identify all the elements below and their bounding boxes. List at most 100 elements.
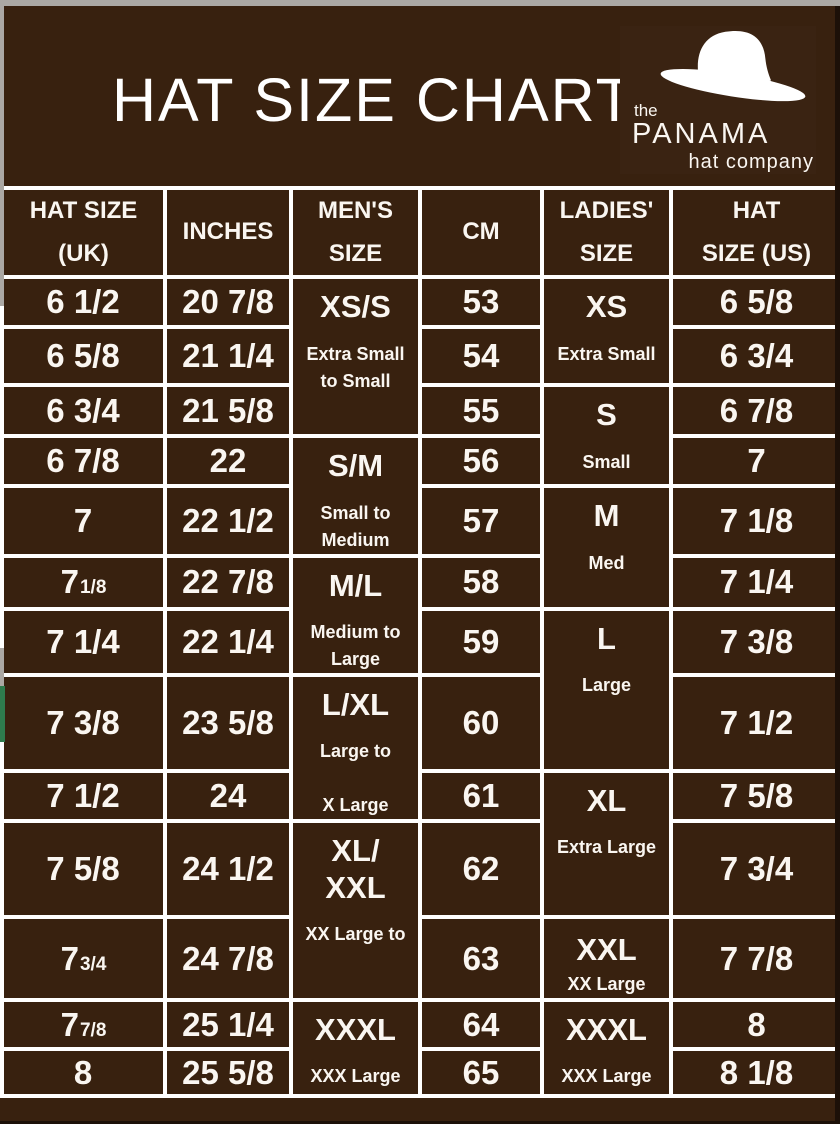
- column-header-uk: HAT SIZE (UK): [0, 185, 167, 280]
- uk-size-cell: 6 1/2: [0, 275, 167, 330]
- cm-cell: 64: [418, 998, 544, 1052]
- mens-size-group-cell: M/L Medium to Large: [289, 553, 422, 677]
- cm-cell: 58: [418, 553, 544, 611]
- ladies-size-group-cell: XL Extra Large: [540, 768, 673, 920]
- inches-cell: 22: [163, 434, 293, 489]
- table-row: 6 5/8 21 1/4 54 6 3/4: [0, 325, 840, 388]
- uk-size-cell: 7 1/4: [0, 606, 167, 677]
- inches-cell: 24 1/2: [163, 819, 293, 919]
- uk-size-cell: 7 3/8: [0, 672, 167, 773]
- column-header-inches: INCHES: [163, 185, 293, 280]
- uk-size-cell: 77/8: [0, 998, 167, 1052]
- mens-size-group-cell: XL/ XXL XX Large to: [289, 818, 422, 1003]
- ladies-size-group-cell: M Med: [540, 484, 673, 611]
- column-header-cm: CM: [418, 185, 544, 280]
- table-row: 7 3/8 23 5/8 L/XL Large to X Large 60 7 1…: [0, 672, 840, 824]
- cm-cell: 61: [418, 768, 544, 824]
- table-row: 6 3/4 21 5/8 55 S Small 6 7/8: [0, 383, 840, 489]
- us-size-cell: 7 3/8: [669, 606, 840, 677]
- ladies-size-group-cell: XXL XX Large: [540, 914, 673, 1003]
- inches-cell: 21 5/8: [163, 383, 293, 439]
- us-size-cell: 7 1/4: [669, 553, 840, 611]
- right-edge-strip: [835, 6, 840, 1124]
- uk-size-cell: 6 3/4: [0, 383, 167, 439]
- ladies-size-group-cell: XS Extra Small: [540, 275, 673, 388]
- table-row: 7 22 1/2 57 M Med 7 1/8: [0, 484, 840, 611]
- ladies-size-group-cell: L Large: [540, 606, 673, 773]
- cm-cell: 60: [418, 672, 544, 773]
- ladies-size-group-cell: S Small: [540, 383, 673, 489]
- table-header-row: HAT SIZE (UK) INCHES MEN'S SIZE CM LADIE…: [0, 185, 840, 280]
- cm-cell: 62: [418, 819, 544, 919]
- logo-word-panama: PANAMA: [632, 118, 771, 151]
- inches-cell: 24 7/8: [163, 914, 293, 1003]
- cm-cell: 59: [418, 606, 544, 677]
- inches-cell: 20 7/8: [163, 275, 293, 330]
- uk-size-cell: 7 5/8: [0, 819, 167, 919]
- logo-word-the: the: [634, 101, 658, 121]
- cm-cell: 63: [418, 914, 544, 1003]
- top-edge-strip: [0, 0, 840, 6]
- table-row: 6 7/8 22 S/M Small to Medium 56 7: [0, 434, 840, 558]
- column-header-mens: MEN'S SIZE: [289, 185, 422, 280]
- inches-cell: 25 1/4: [163, 998, 293, 1052]
- hat-size-table: HAT SIZE (UK) INCHES MEN'S SIZE CM LADIE…: [0, 185, 840, 1099]
- uk-size-cell: 8: [0, 1047, 167, 1099]
- inches-cell: 21 1/4: [163, 325, 293, 388]
- page-title: HAT SIZE CHART: [112, 66, 635, 134]
- uk-size-cell: 7: [0, 484, 167, 558]
- us-size-cell: 7 1/2: [669, 672, 840, 773]
- mens-size-group-cell: L/XL Large to X Large: [289, 672, 422, 824]
- header-band: HAT SIZE CHART the PANAMA hat company: [0, 0, 840, 186]
- mens-size-group-cell: S/M Small to Medium: [289, 434, 422, 558]
- cm-cell: 56: [418, 434, 544, 489]
- table-row: 71/8 22 7/8 M/L Medium to Large 58 7 1/4: [0, 553, 840, 677]
- us-size-cell: 6 3/4: [669, 325, 840, 388]
- cm-cell: 65: [418, 1047, 544, 1099]
- table-row: 77/8 25 1/4 XXXL XXX Large 64 XXXL XXX Lar…: [0, 998, 840, 1099]
- fedora-hat-icon: [660, 30, 806, 102]
- uk-size-cell: 6 7/8: [0, 434, 167, 489]
- us-size-cell: 7: [669, 434, 840, 489]
- inches-cell: 24: [163, 768, 293, 824]
- uk-size-cell: 71/8: [0, 553, 167, 611]
- inches-cell: 22 1/2: [163, 484, 293, 558]
- mens-size-group-cell: XXXL XXX Large: [289, 998, 422, 1099]
- us-size-cell: 7 3/4: [669, 819, 840, 919]
- column-header-ladies: LADIES' SIZE: [540, 185, 673, 280]
- left-edge-strip: [0, 648, 4, 686]
- mens-size-group-cell: XS/S Extra Small to Small: [289, 275, 422, 439]
- logo-word-hat-company: hat company: [688, 151, 814, 173]
- left-edge-strip: [0, 6, 4, 306]
- green-accent-strip: [0, 686, 5, 742]
- inches-cell: 25 5/8: [163, 1047, 293, 1099]
- us-size-cell: 6 5/8: [669, 275, 840, 330]
- us-size-cell: 7 7/8: [669, 914, 840, 1003]
- us-size-cell: 8: [669, 998, 840, 1052]
- ladies-size-group-cell: XXXL XXX Large: [540, 998, 673, 1099]
- us-size-cell: 6 7/8: [669, 383, 840, 439]
- table-row: 6 1/2 20 7/8 XS/S Extra Small to Small 53…: [0, 275, 840, 439]
- inches-cell: 23 5/8: [163, 672, 293, 773]
- cm-cell: 54: [418, 325, 544, 388]
- cm-cell: 55: [418, 383, 544, 439]
- us-size-cell: 7 1/8: [669, 484, 840, 558]
- cm-cell: 53: [418, 275, 544, 330]
- uk-size-cell: 73/4: [0, 914, 167, 1003]
- table-row: 7 1/2 24 61 XL Extra Large 7 5/8: [0, 768, 840, 920]
- column-header-us: HAT SIZE (US): [669, 185, 840, 280]
- us-size-cell: 8 1/8: [669, 1047, 840, 1099]
- table-row: 7 1/4 22 1/4 59 L Large 7 3/8: [0, 606, 840, 773]
- us-size-cell: 7 5/8: [669, 768, 840, 824]
- uk-size-cell: 7 1/2: [0, 768, 167, 824]
- inches-cell: 22 7/8: [163, 553, 293, 611]
- table-row: 8 25 5/8 65 8 1/8: [0, 1047, 840, 1099]
- logo-text: the PANAMA hat company: [620, 102, 816, 174]
- panama-hat-company-logo: the PANAMA hat company: [620, 26, 816, 174]
- table-row: 73/4 24 7/8 63 XXL XX Large 7 7/8: [0, 914, 840, 1003]
- inches-cell: 22 1/4: [163, 606, 293, 677]
- cm-cell: 57: [418, 484, 544, 558]
- bottom-edge-strip: [0, 1121, 840, 1124]
- uk-size-cell: 6 5/8: [0, 325, 167, 388]
